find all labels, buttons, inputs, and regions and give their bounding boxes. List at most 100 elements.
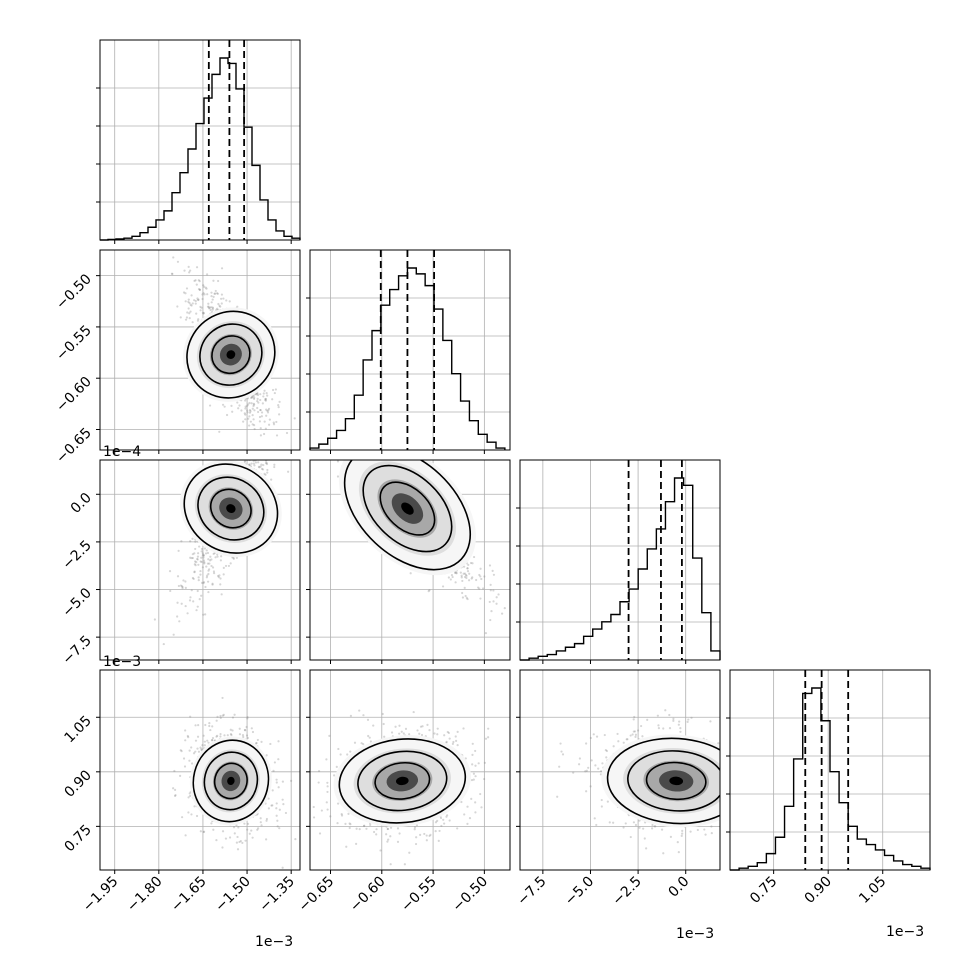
sample-point — [211, 308, 214, 311]
sample-point — [184, 300, 187, 303]
sample-point — [199, 573, 202, 576]
sample-point — [362, 714, 365, 717]
sample-point — [727, 737, 729, 739]
sample-point — [195, 609, 198, 612]
sample-point — [350, 456, 352, 458]
sample-point — [187, 265, 190, 268]
sample-point — [268, 436, 270, 438]
sample-point — [726, 776, 728, 778]
sample-point — [724, 776, 726, 778]
sample-point — [245, 734, 249, 737]
sample-point — [217, 302, 220, 306]
sample-point — [255, 742, 258, 745]
sample-point — [260, 437, 262, 439]
sample-point — [206, 580, 210, 583]
sample-point — [357, 435, 359, 437]
sample-point — [381, 712, 384, 716]
sample-point — [185, 316, 189, 319]
sample-point — [717, 742, 720, 745]
sample-point — [275, 781, 278, 784]
contour-line — [357, 750, 448, 812]
sample-point — [668, 713, 671, 717]
sample-point — [264, 398, 267, 402]
sample-point — [241, 452, 243, 454]
sample-point — [392, 457, 394, 459]
sample-point — [253, 440, 255, 442]
sample-point — [196, 589, 199, 593]
sample-point — [192, 600, 195, 603]
sample-point — [355, 451, 357, 453]
sample-point — [384, 456, 386, 458]
sample-point — [285, 431, 289, 435]
density-level — [401, 502, 414, 515]
axes-frame — [99, 39, 301, 241]
sample-point — [199, 309, 202, 312]
sample-point — [263, 420, 266, 423]
sample-point — [197, 552, 200, 555]
x-tick-label: −0.60 — [347, 874, 389, 916]
sample-point — [212, 552, 215, 556]
sample-point — [189, 596, 192, 599]
sample-point — [253, 409, 256, 412]
sample-point — [252, 402, 255, 405]
sample-point — [253, 396, 256, 399]
sample-point — [460, 800, 463, 804]
sample-point — [436, 733, 439, 736]
sample-point — [368, 736, 371, 739]
sample-point — [207, 741, 210, 744]
sample-point — [478, 587, 481, 590]
sample-point — [312, 805, 315, 809]
sample-point — [263, 405, 265, 407]
sample-point — [241, 451, 243, 453]
y-tick-label: −5.0 — [59, 585, 94, 620]
sample-point — [266, 468, 269, 472]
sample-point — [256, 392, 259, 395]
sample-point — [441, 585, 445, 588]
sample-point — [260, 457, 262, 459]
sample-point — [202, 291, 205, 295]
sample-point — [638, 826, 641, 829]
sample-point — [386, 840, 389, 843]
hist-panel — [516, 459, 721, 664]
sample-point — [257, 419, 259, 421]
sample-point — [200, 581, 204, 584]
sample-point — [265, 462, 269, 466]
sample-point — [221, 846, 224, 849]
sample-point — [190, 813, 193, 816]
x-tick-label: 0.75 — [747, 874, 780, 907]
sample-point — [216, 553, 219, 556]
sample-point — [350, 435, 352, 437]
density-level — [226, 350, 236, 359]
sample-point — [208, 724, 211, 728]
sample-point — [200, 556, 203, 559]
sample-point — [347, 812, 350, 815]
sample-point — [264, 399, 267, 402]
sample-point — [272, 769, 275, 772]
sample-point — [317, 781, 320, 784]
sample-point — [335, 398, 337, 400]
sample-point — [437, 839, 440, 842]
sample-point — [419, 725, 423, 728]
sample-point — [245, 725, 248, 729]
sample-point — [360, 442, 362, 444]
sample-point — [212, 570, 216, 573]
sample-point — [492, 589, 495, 592]
sample-point — [197, 298, 200, 302]
sample-point — [466, 567, 469, 570]
sample-point — [269, 742, 272, 746]
sample-point — [215, 838, 218, 842]
sample-point — [188, 599, 192, 602]
sample-point — [404, 727, 408, 731]
sample-point — [250, 402, 253, 405]
sample-point — [246, 828, 249, 831]
x-tick-label: −1.35 — [256, 874, 298, 916]
sample-point — [238, 733, 242, 736]
sample-point — [282, 803, 285, 806]
sample-point — [468, 572, 471, 575]
sample-point — [259, 408, 262, 412]
sample-point — [481, 587, 485, 590]
sample-point — [471, 562, 474, 565]
sample-point — [254, 451, 256, 453]
sample-point — [251, 407, 254, 410]
